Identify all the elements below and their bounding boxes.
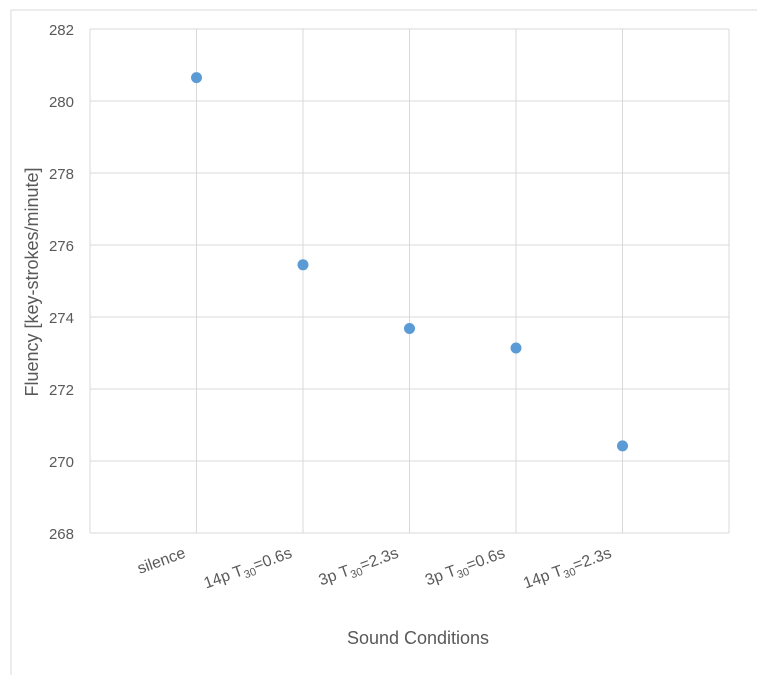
x-tick-label: 14p T30=0.6s [202,545,296,595]
svg-text:14p T30=2.3s: 14p T30=2.3s [521,545,615,595]
data-point [191,72,202,83]
data-point [511,342,522,353]
x-tick-label-suffix: =0.6s [251,545,294,575]
y-tick-label: 278 [49,166,74,183]
y-tick-label: 270 [49,454,74,471]
x-tick-label-suffix: =2.3s [358,545,401,575]
y-tick-label: 282 [49,22,74,39]
x-tick-label: 14p T30=2.3s [521,545,615,595]
svg-text:silence: silence [135,545,188,578]
x-tick-label-main: 14p T [521,562,565,592]
x-tick-label: silence [135,545,188,578]
data-point [404,323,415,334]
svg-text:14p T30=0.6s: 14p T30=0.6s [202,545,296,595]
y-tick-label: 274 [49,310,74,327]
y-tick-label: 268 [49,526,74,543]
y-tick-labels: 268 270 272 274 276 278 280 282 [49,22,74,543]
y-tick-label: 272 [49,382,74,399]
x-tick-labels: silence 14p T30=0.6s 3p T30=2.3s 3p T30=0.6… [135,545,615,595]
y-axis-title: Fluency [key-strokes/minute] [22,167,42,396]
x-tick-label: 3p T30=2.3s [317,545,402,592]
y-tick-label: 280 [49,94,74,111]
svg-text:3p T30=0.6s: 3p T30=0.6s [423,545,508,592]
svg-text:3p T30=2.3s: 3p T30=2.3s [317,545,402,592]
x-tick-label-suffix: =0.6s [464,545,507,575]
data-point [298,259,309,270]
x-tick-label-main: 14p T [202,562,246,592]
gridlines [90,29,729,533]
x-tick-label-main: 3p T [423,562,459,589]
chart-border [11,10,757,675]
x-tick-label: 3p T30=0.6s [423,545,508,592]
data-point [617,440,628,451]
x-tick-label-suffix: =2.3s [571,545,614,575]
x-axis-title: Sound Conditions [347,628,489,648]
x-tick-label-main: silence [135,545,188,578]
x-tick-label-main: 3p T [317,562,353,589]
y-tick-label: 276 [49,238,74,255]
